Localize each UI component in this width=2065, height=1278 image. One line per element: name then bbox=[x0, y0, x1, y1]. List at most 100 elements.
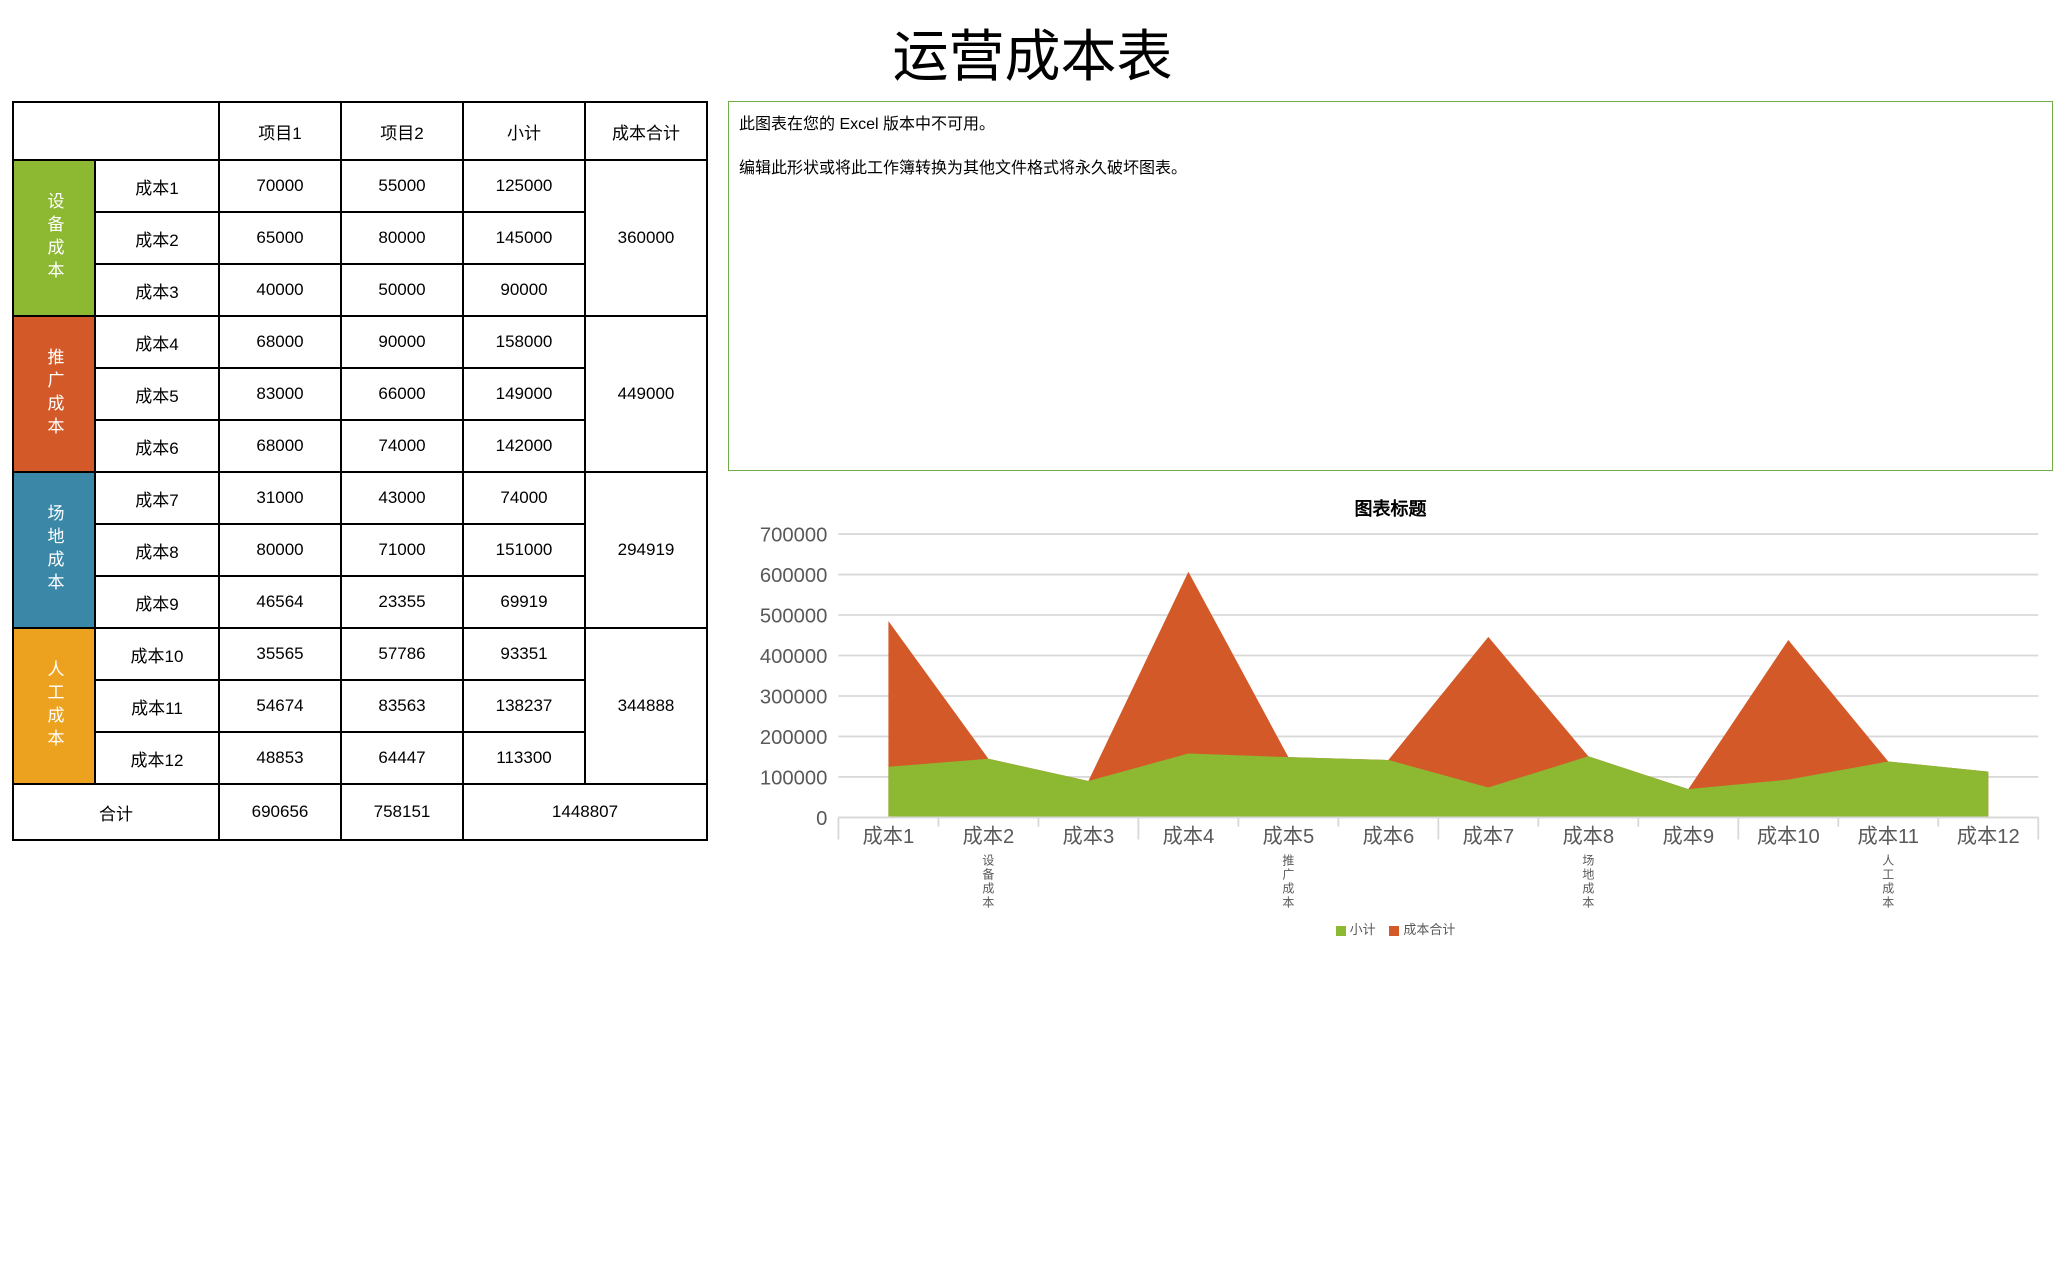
row-name: 成本4 bbox=[95, 316, 219, 368]
cell-total-labor: 344888 bbox=[585, 628, 707, 784]
x-group-label: 设备成本 bbox=[980, 854, 997, 910]
svg-text:成本5: 成本5 bbox=[1262, 825, 1314, 848]
cell-sub: 90000 bbox=[463, 264, 585, 316]
svg-text:600000: 600000 bbox=[760, 565, 828, 587]
cell-p2: 74000 bbox=[341, 420, 463, 472]
svg-text:成本8: 成本8 bbox=[1562, 825, 1614, 848]
hdr-proj2: 项目2 bbox=[341, 102, 463, 160]
cell-p2: 83563 bbox=[341, 680, 463, 732]
cell-p2: 57786 bbox=[341, 628, 463, 680]
chart-title: 图表标题 bbox=[728, 495, 2053, 521]
x-group-label: 场地成本 bbox=[1580, 854, 1597, 910]
cell-p1: 70000 bbox=[219, 160, 341, 212]
cost-chart: 图表标题 0 100000 200000 300000 400000 500000 6000… bbox=[728, 491, 2053, 938]
cell-sub: 69919 bbox=[463, 576, 585, 628]
cell-total-promo: 449000 bbox=[585, 316, 707, 472]
cell-sub: 138237 bbox=[463, 680, 585, 732]
cell-p1: 48853 bbox=[219, 732, 341, 784]
cell-sub: 145000 bbox=[463, 212, 585, 264]
legend-total: 成本合计 bbox=[1403, 922, 1455, 937]
cell-p1: 46564 bbox=[219, 576, 341, 628]
cell-sub: 149000 bbox=[463, 368, 585, 420]
row-name: 成本10 bbox=[95, 628, 219, 680]
cell-p1: 65000 bbox=[219, 212, 341, 264]
cell-total-venue: 294919 bbox=[585, 472, 707, 628]
cell-p2: 55000 bbox=[341, 160, 463, 212]
row-name: 成本8 bbox=[95, 524, 219, 576]
cell-p2: 64447 bbox=[341, 732, 463, 784]
svg-text:200000: 200000 bbox=[760, 727, 828, 749]
row-name: 成本6 bbox=[95, 420, 219, 472]
row-name: 成本9 bbox=[95, 576, 219, 628]
cell-sub: 93351 bbox=[463, 628, 585, 680]
svg-text:300000: 300000 bbox=[760, 686, 828, 708]
cell-p2: 71000 bbox=[341, 524, 463, 576]
row-name: 成本3 bbox=[95, 264, 219, 316]
category-equip: 设备成本 bbox=[13, 160, 95, 316]
svg-text:成本12: 成本12 bbox=[1957, 825, 2020, 848]
cell-p2: 66000 bbox=[341, 368, 463, 420]
category-labor: 人工成本 bbox=[13, 628, 95, 784]
svg-text:700000: 700000 bbox=[760, 524, 828, 546]
cost-table: 项目1项目2小计成本合计设备成本成本1700005500012500036000… bbox=[12, 101, 708, 841]
cell-p2: 43000 bbox=[341, 472, 463, 524]
row-name: 成本5 bbox=[95, 368, 219, 420]
x-group-label: 人工成本 bbox=[1880, 854, 1897, 910]
grand-all: 1448807 bbox=[463, 784, 707, 840]
cell-p1: 80000 bbox=[219, 524, 341, 576]
row-name: 成本2 bbox=[95, 212, 219, 264]
svg-text:成本7: 成本7 bbox=[1462, 825, 1514, 848]
cell-sub: 125000 bbox=[463, 160, 585, 212]
cell-sub: 158000 bbox=[463, 316, 585, 368]
warning-line2: 编辑此形状或将此工作簿转换为其他文件格式将永久破坏图表。 bbox=[739, 154, 2042, 184]
svg-text:成本3: 成本3 bbox=[1063, 825, 1115, 848]
svg-text:成本1: 成本1 bbox=[863, 825, 915, 848]
svg-text:500000: 500000 bbox=[760, 605, 828, 627]
cell-total-equip: 360000 bbox=[585, 160, 707, 316]
warning-line1: 此图表在您的 Excel 版本中不可用。 bbox=[739, 110, 2042, 140]
cell-p1: 68000 bbox=[219, 316, 341, 368]
hdr-total: 成本合计 bbox=[585, 102, 707, 160]
cell-sub: 113300 bbox=[463, 732, 585, 784]
chart-unavailable-warning: 此图表在您的 Excel 版本中不可用。 编辑此形状或将此工作簿转换为其他文件格… bbox=[728, 101, 2053, 471]
cell-sub: 74000 bbox=[463, 472, 585, 524]
hdr-subtotal: 小计 bbox=[463, 102, 585, 160]
cell-p2: 50000 bbox=[341, 264, 463, 316]
hdr-empty bbox=[13, 102, 219, 160]
row-name: 成本12 bbox=[95, 732, 219, 784]
row-name: 成本11 bbox=[95, 680, 219, 732]
cell-p1: 68000 bbox=[219, 420, 341, 472]
svg-text:成本11: 成本11 bbox=[1858, 825, 1919, 848]
grand-p2: 758151 bbox=[341, 784, 463, 840]
grand-p1: 690656 bbox=[219, 784, 341, 840]
cell-p1: 54674 bbox=[219, 680, 341, 732]
legend-subtotal: 小计 bbox=[1350, 922, 1376, 937]
row-name: 成本1 bbox=[95, 160, 219, 212]
svg-text:成本10: 成本10 bbox=[1757, 825, 1820, 848]
cell-p2: 80000 bbox=[341, 212, 463, 264]
cell-p1: 83000 bbox=[219, 368, 341, 420]
cell-p1: 35565 bbox=[219, 628, 341, 680]
svg-text:成本4: 成本4 bbox=[1163, 825, 1215, 848]
chart-plot-area: 0 100000 200000 300000 400000 500000 600000 700… bbox=[728, 523, 2053, 854]
cell-sub: 142000 bbox=[463, 420, 585, 472]
chart-legend: 小计 成本合计 bbox=[728, 919, 2053, 938]
svg-text:成本2: 成本2 bbox=[963, 825, 1015, 848]
x-group-label: 推广成本 bbox=[1280, 854, 1297, 910]
cell-p1: 31000 bbox=[219, 472, 341, 524]
svg-text:成本6: 成本6 bbox=[1362, 825, 1414, 848]
svg-text:400000: 400000 bbox=[760, 646, 828, 668]
grand-label: 合计 bbox=[13, 784, 219, 840]
page-title: 运营成本表 bbox=[12, 12, 2053, 93]
category-venue: 场地成本 bbox=[13, 472, 95, 628]
cell-p2: 90000 bbox=[341, 316, 463, 368]
cell-p2: 23355 bbox=[341, 576, 463, 628]
category-promo: 推广成本 bbox=[13, 316, 95, 472]
cell-p1: 40000 bbox=[219, 264, 341, 316]
hdr-proj1: 项目1 bbox=[219, 102, 341, 160]
svg-text:0: 0 bbox=[816, 808, 827, 830]
svg-text:100000: 100000 bbox=[760, 767, 828, 789]
row-name: 成本7 bbox=[95, 472, 219, 524]
svg-text:成本9: 成本9 bbox=[1662, 825, 1714, 848]
cell-sub: 151000 bbox=[463, 524, 585, 576]
